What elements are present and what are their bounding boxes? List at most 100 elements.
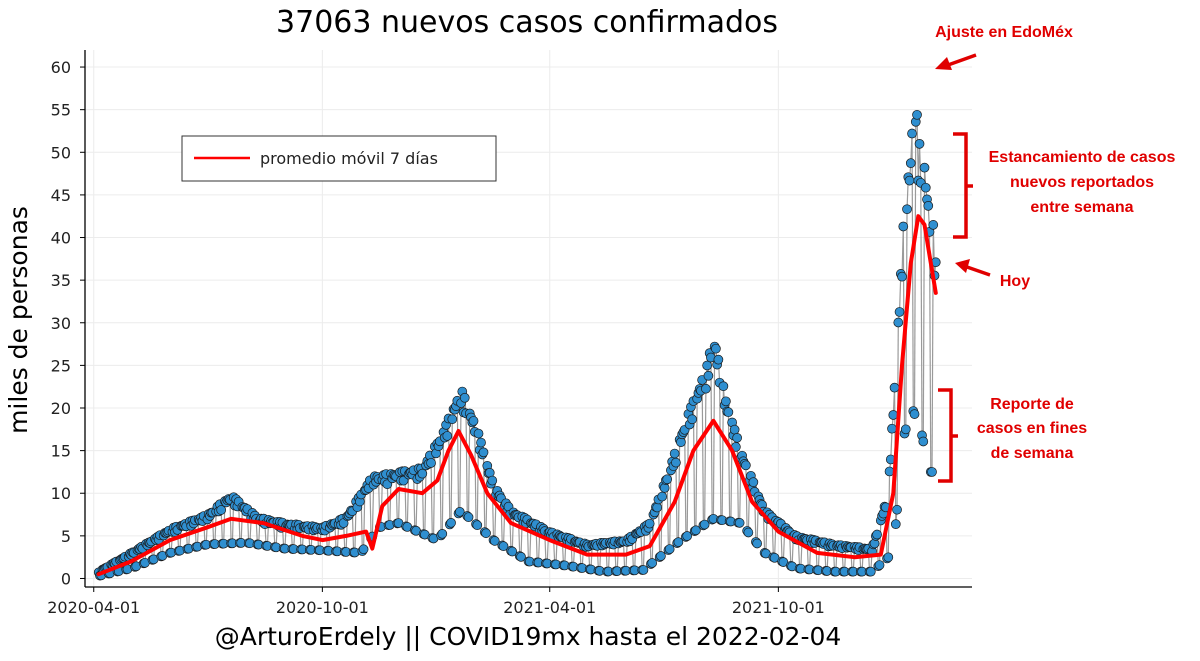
annotation-edomex: Ajuste en EdoMéx <box>935 24 1073 41</box>
daily-stem <box>439 441 442 536</box>
y-axis-ticks: 0 5 10 15 20 25 30 35 40 45 50 55 60 <box>51 58 85 588</box>
daily-case-point <box>872 529 882 540</box>
daily-case-point <box>748 477 759 487</box>
daily-case-point <box>481 528 491 539</box>
daily-stem <box>456 400 460 514</box>
daily-stem <box>920 182 923 436</box>
y-tick-label: 40 <box>51 229 71 248</box>
annotation-weekends-line1: Reporte de <box>990 396 1074 413</box>
daily-stem <box>928 231 932 472</box>
daily-stem <box>421 473 425 535</box>
moving-average-series <box>96 214 938 577</box>
daily-case-point <box>691 525 701 536</box>
daily-stem <box>220 509 224 544</box>
daily-case-point <box>734 518 745 528</box>
annotation-today: Hoy <box>1000 273 1030 290</box>
daily-stem <box>684 429 687 537</box>
daily-case-point <box>446 517 456 528</box>
daily-case-point <box>723 407 734 418</box>
daily-stem <box>806 540 809 570</box>
daily-stem <box>459 403 462 512</box>
daily-case-point <box>417 468 428 479</box>
daily-case-point <box>897 271 907 282</box>
daily-case-point <box>743 527 754 538</box>
y-tick-label: 25 <box>51 356 71 375</box>
daily-stem <box>736 437 739 523</box>
annotation-stagnation-line3: entre semana <box>1030 199 1133 216</box>
daily-stem <box>675 462 678 544</box>
daily-case-point <box>919 162 930 173</box>
y-tick-label: 45 <box>51 186 71 205</box>
annotations: Ajuste en EdoMéx Estancamiento de casos … <box>935 24 1175 483</box>
daily-stem <box>710 357 713 520</box>
daily-case-point <box>889 382 900 393</box>
daily-stem <box>704 388 707 525</box>
daily-case-point <box>721 396 731 407</box>
daily-case-point <box>713 354 724 365</box>
y-tick-label: 60 <box>51 58 71 77</box>
bracket-stagnation <box>953 132 973 239</box>
daily-case-point <box>472 520 483 531</box>
daily-case-point <box>664 544 675 554</box>
chart-title: 37063 nuevos casos confirmados <box>276 5 778 40</box>
daily-case-point <box>478 447 489 458</box>
daily-case-point <box>900 424 911 435</box>
daily-stem <box>441 432 445 534</box>
daily-case-point <box>887 423 897 434</box>
daily-case-point <box>454 507 465 517</box>
daily-case-point <box>676 437 686 448</box>
y-axis-label: miles de personas <box>4 206 33 434</box>
daily-stem <box>415 479 418 531</box>
moving-average-line <box>96 214 938 577</box>
x-tick-label: 2021-10-01 <box>732 598 825 617</box>
daily-stem <box>878 520 882 566</box>
daily-case-point <box>907 128 917 139</box>
daily-case-point <box>732 433 742 443</box>
daily-case-point <box>701 383 711 394</box>
daily-case-point <box>752 538 762 549</box>
daily-case-point <box>644 518 655 529</box>
daily-case-point <box>718 381 729 392</box>
daily-case-point <box>711 343 721 354</box>
daily-case-point <box>468 416 479 426</box>
daily-stem <box>922 167 926 442</box>
x-tick-label: 2020-04-01 <box>47 598 140 617</box>
y-tick-label: 10 <box>51 484 71 503</box>
daily-stem <box>695 398 698 531</box>
daily-stem <box>430 462 433 538</box>
legend: promedio móvil 7 días <box>181 135 497 182</box>
x-tick-label: 2021-04-01 <box>503 598 596 617</box>
arrowhead-today <box>955 259 970 273</box>
daily-stem <box>406 474 410 527</box>
daily-case-point <box>662 474 673 485</box>
daily-case-point <box>671 457 681 468</box>
daily-stem <box>686 413 690 537</box>
daily-case-point <box>893 317 904 328</box>
daily-case-point <box>682 531 693 541</box>
y-tick-label: 15 <box>51 442 71 461</box>
daily-case-point <box>892 504 902 515</box>
legend-entry: promedio móvil 7 días <box>260 149 438 168</box>
daily-case-point <box>473 428 484 439</box>
daily-case-point <box>447 414 458 425</box>
y-tick-label: 35 <box>51 271 71 290</box>
daily-case-point <box>927 467 937 477</box>
daily-case-point <box>463 512 474 523</box>
daily-stem <box>395 476 398 524</box>
daily-case-point <box>909 409 920 419</box>
daily-case-point <box>702 360 712 371</box>
daily-case-point <box>923 200 934 211</box>
daily-stem <box>474 431 477 525</box>
daily-case-point <box>928 220 939 230</box>
daily-stem <box>362 490 366 550</box>
daily-stem <box>386 484 390 526</box>
daily-case-point <box>657 491 668 502</box>
daily-case-point <box>699 519 710 530</box>
daily-case-point <box>904 175 915 186</box>
daily-stem <box>467 413 471 518</box>
y-tick-label: 50 <box>51 143 71 162</box>
daily-case-point <box>656 551 666 561</box>
daily-case-point <box>918 436 929 447</box>
daily-case-point <box>507 546 518 557</box>
